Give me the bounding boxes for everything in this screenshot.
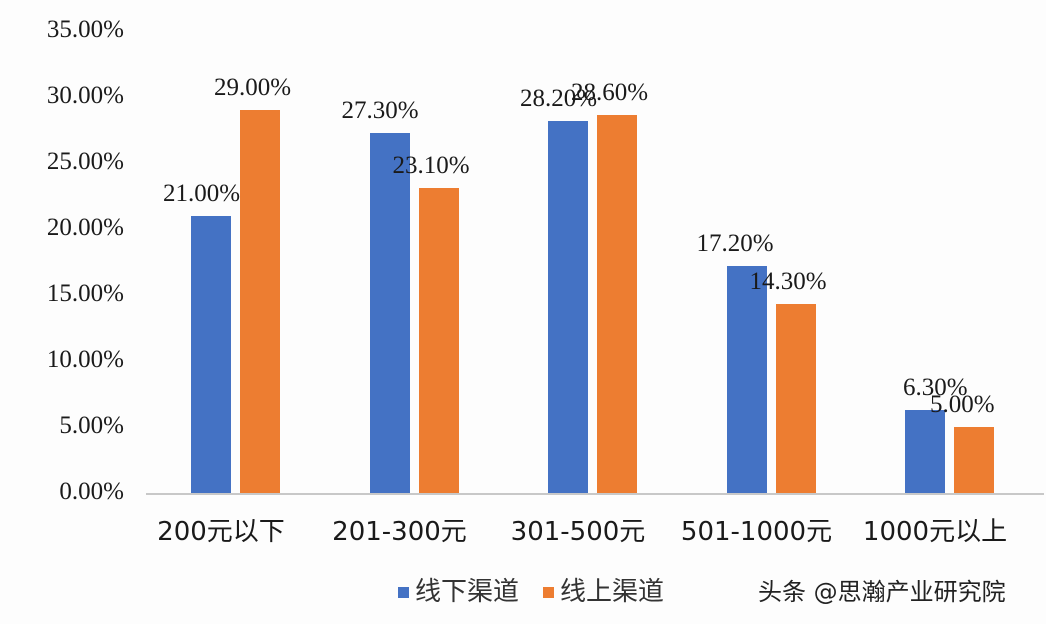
legend-item-online: 线上渠道 xyxy=(543,575,664,609)
data-label: 5.00% xyxy=(930,391,995,418)
data-label: 23.10% xyxy=(392,152,470,180)
legend-label-offline: 线下渠道 xyxy=(415,577,520,607)
y-tick-label: 35.00% xyxy=(46,16,124,43)
data-label: 27.30% xyxy=(341,96,419,124)
bar-offline xyxy=(369,132,410,493)
y-tick-label: 10.00% xyxy=(46,346,124,373)
bar-offline xyxy=(191,215,231,493)
data-label: 28.20% xyxy=(520,84,598,112)
legend-swatch-offline xyxy=(398,586,409,598)
x-category-label: 301-500元 xyxy=(510,517,646,547)
legend: 线下渠道 线上渠道 xyxy=(398,575,688,609)
legend-item-offline: 线下渠道 xyxy=(398,575,519,609)
watermark: 头条 @思瀚产业研究院 xyxy=(758,578,1006,606)
legend-swatch-online xyxy=(543,586,555,598)
x-category-label: 201-300元 xyxy=(332,517,467,547)
bar-offline xyxy=(905,409,945,493)
bar-online xyxy=(954,427,994,493)
bar-online xyxy=(597,115,637,493)
x-axis-line xyxy=(146,493,1044,495)
data-label: 6.30% xyxy=(903,373,968,401)
y-tick-label: 0.00% xyxy=(59,478,124,505)
legend-label-online: 线上渠道 xyxy=(560,577,665,607)
bar-online xyxy=(775,304,816,493)
y-tick-label: 20.00% xyxy=(46,214,124,241)
x-category-label: 200元以下 xyxy=(157,517,285,547)
x-category-label: 1000元以上 xyxy=(862,517,1008,547)
bar-offline xyxy=(726,265,767,493)
data-label: 28.60% xyxy=(571,79,649,107)
data-label: 21.00% xyxy=(163,179,241,207)
x-category-label: 501-1000元 xyxy=(680,517,833,547)
bar-online xyxy=(418,188,459,493)
bar-online xyxy=(240,110,280,493)
y-tick-label: 25.00% xyxy=(46,148,124,175)
bar-offline xyxy=(548,120,588,493)
y-tick-label: 30.00% xyxy=(46,82,124,109)
y-tick-label: 5.00% xyxy=(59,412,124,439)
data-label: 29.00% xyxy=(214,74,292,102)
data-label: 14.30% xyxy=(749,268,827,296)
y-tick-label: 15.00% xyxy=(46,280,124,307)
data-label: 17.20% xyxy=(696,229,774,257)
